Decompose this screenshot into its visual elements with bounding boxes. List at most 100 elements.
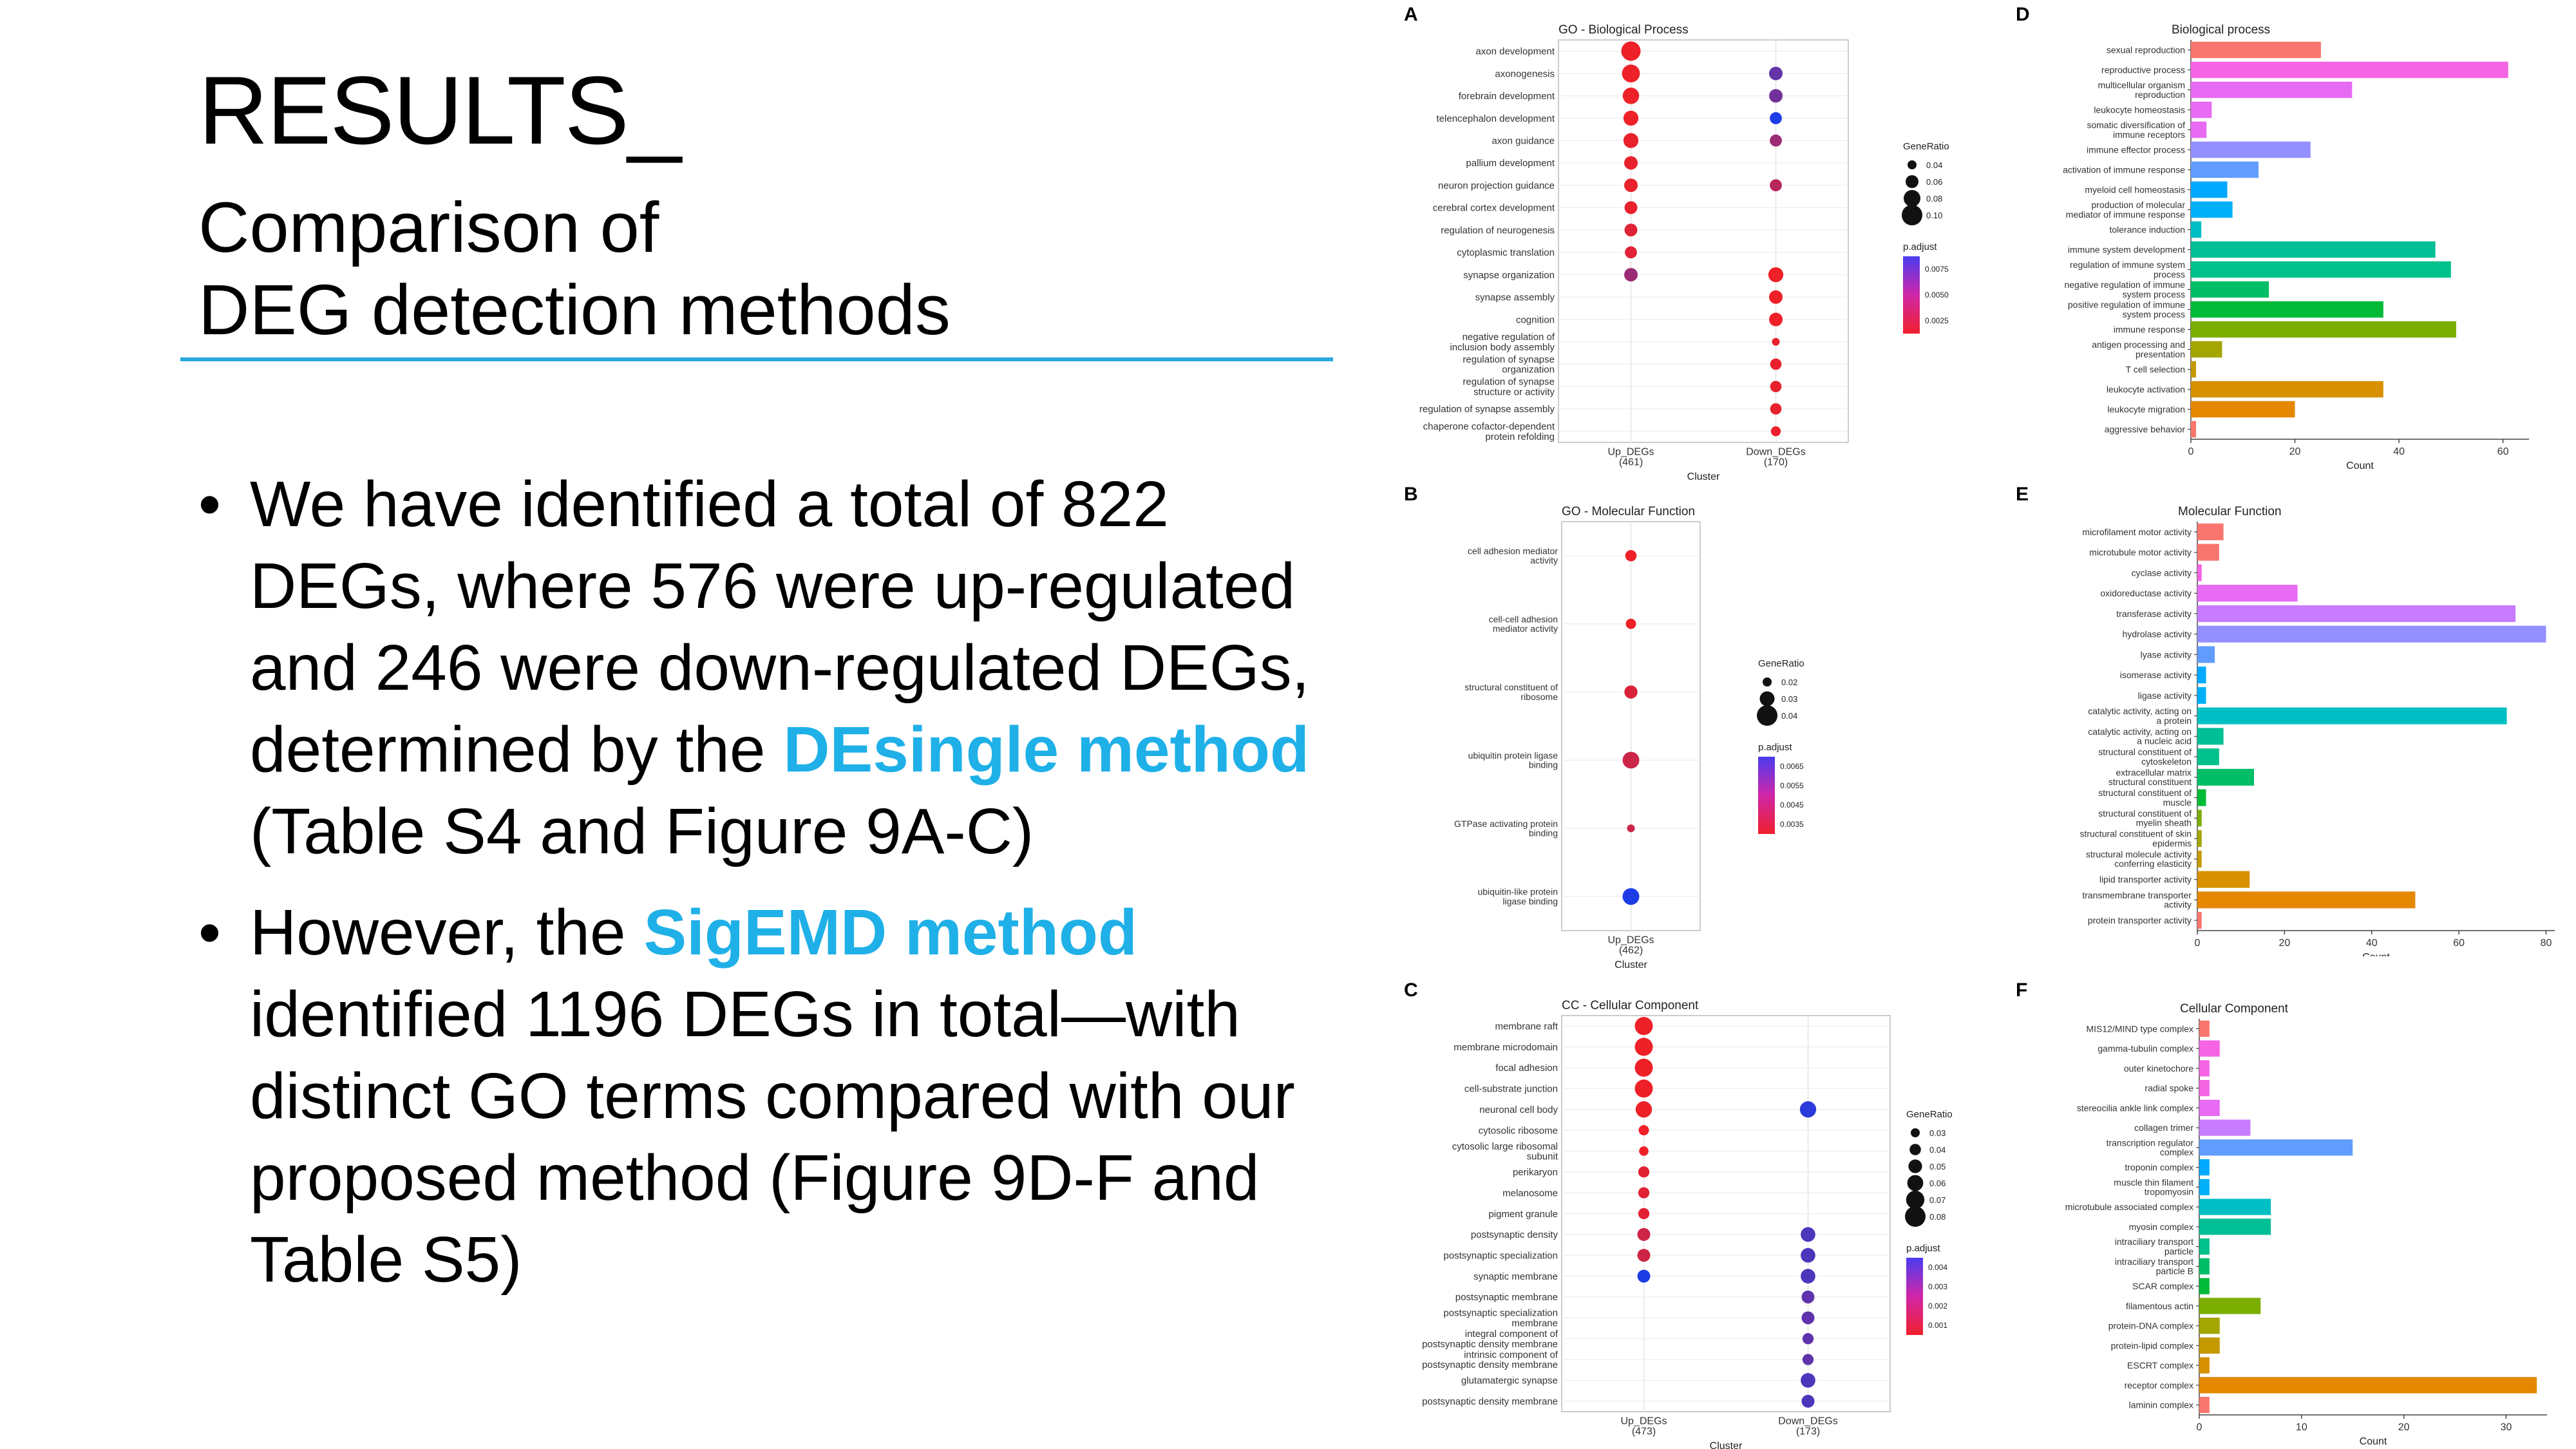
bar [2191,121,2207,138]
dot-point [1624,201,1638,214]
x-tick-label: 10 [2296,1422,2307,1433]
dot-point [1622,888,1640,905]
desingle-highlight: DEsingle method [783,714,1310,786]
y-tick-label: postsynaptic specialization [1443,1250,1558,1261]
bar [2197,850,2202,867]
legend-color-label: 0.0065 [1780,762,1804,771]
bar [2199,1020,2210,1037]
y-tick-label: glutamatergic synapse [1461,1376,1558,1387]
dot-point [1769,66,1783,80]
y-tick-label: synapse organization [1463,270,1555,281]
legend-size-dot [1904,190,1920,207]
y-tick-label: integral component of postsynaptic densit… [1422,1329,1558,1350]
legend-size-dot [1906,1190,1925,1209]
bar [2199,1258,2210,1274]
dot-point [1627,824,1635,833]
bar [2197,605,2516,622]
legend-size-label: 0.08 [1929,1212,1946,1222]
dot-point [1801,1269,1815,1283]
bar [2197,912,2202,929]
bar [2197,523,2224,540]
legend-size-dot [1911,1128,1920,1137]
y-tick-label: microtubule associated complex [2065,1202,2193,1212]
x-axis-label: Count [2362,952,2390,956]
y-tick-label: protein-DNA complex [2108,1321,2193,1331]
dot-point [1801,1247,1815,1263]
y-tick-label: negative regulation of inclusion body ass… [1450,332,1555,353]
legend-size-label: 0.03 [1929,1128,1946,1138]
y-tick-label: regulation of synapse assembly [1419,404,1555,415]
y-tick-label: protein-lipid complex [2111,1340,2193,1350]
y-tick-label: ubiquitin protein ligase binding [1468,750,1558,770]
dot-point [1634,1079,1653,1098]
legend-size-label: 0.08 [1926,194,1942,204]
legend-size-dot [1763,677,1772,687]
legend-size-label: 0.10 [1926,211,1942,220]
bar [2197,748,2219,766]
y-tick-label: cytoplasmic translation [1457,247,1555,258]
bar [2199,1080,2210,1097]
legend-color-label: 0.0045 [1780,800,1804,810]
y-tick-label: negative regulation of immune system proc… [2064,279,2185,299]
bar [2191,241,2436,258]
subtitle-line-1: Comparison of [198,188,659,267]
x-tick-label: Up_DEGs (462) [1607,935,1654,956]
bar [2197,789,2206,806]
legend-size-label: 0.05 [1929,1162,1946,1171]
chart-panel-f: F Cellular Component 0 10 20 30 Count MIS12/MIN… [2016,980,2547,1447]
dot-point [1622,88,1640,104]
legend-size-label: 0.07 [1929,1195,1946,1205]
chart-title: CC - Cellular Component [1562,999,1699,1012]
bar [2197,871,2250,888]
dot-point [1624,223,1638,237]
dot-point [1623,133,1639,148]
bar [2191,381,2383,398]
y-tick-label: transferase activity [2116,609,2192,619]
y-tick-label: myosin complex [2129,1222,2193,1232]
x-axis-label: Cluster [1615,960,1647,971]
panel-letter: B [1404,484,1418,505]
bar [2199,1337,2220,1354]
x-axis-label: Count [2346,460,2374,470]
y-tick-label: structural molecule activity conferring e… [2086,849,2192,869]
y-tick-label: activation of immune response [2063,164,2185,175]
y-tick-label: postsynaptic density membrane [1422,1396,1558,1407]
bar [2191,161,2259,178]
dot-point [1622,64,1640,82]
dot-point [1624,178,1638,193]
y-tick-label: regulation of synapse organization [1463,354,1555,375]
y-tick-label: filamentous actin [2126,1301,2193,1311]
y-tick-label: immune response [2114,324,2185,334]
y-tick-label: structural constituent of cytoskeleton [2098,747,2192,767]
y-tick-label: receptor complex [2125,1380,2193,1390]
legend-size-label: 0.04 [1781,711,1797,721]
y-tick-label: cell-cell adhesion mediator activity [1489,614,1558,634]
x-tick-label: 60 [2453,938,2465,949]
dot-point [1638,1125,1649,1136]
y-tick-label: lipid transporter activity [2099,875,2192,885]
y-tick-label: cell adhesion mediator activity [1468,545,1558,565]
x-tick-label: Down_DEGs (170) [1746,447,1805,468]
dot-point [1770,179,1782,192]
subtitle-line-2: DEG detection methods [198,270,951,350]
y-tick-label: cytosolic large ribosomal subunit [1452,1141,1558,1162]
legend-color-label: 0.0050 [1925,290,1949,299]
legend-color-bar [1758,757,1775,834]
bullet-1-tail: (Table S4 and Figure 9A-C) [250,795,1034,867]
y-tick-label: melanosome [1502,1188,1558,1198]
panel-letter: E [2016,484,2029,505]
bar [2199,1179,2210,1195]
legend-size-dot [1902,205,1922,225]
x-axis-label: Cluster [1710,1441,1743,1449]
y-tick-label: collagen trimer [2134,1122,2193,1133]
dot-point [1801,1290,1815,1303]
y-tick-label: tolerance induction [2109,224,2185,234]
bullet-list: • We have identified a total of 822 DEGs… [198,464,1345,1320]
bar [2191,301,2383,318]
y-tick-label: SCAR complex [2132,1281,2193,1291]
chart-title: GO - Molecular Function [1562,505,1695,518]
y-tick-label: intrinsic component of postsynaptic densi… [1422,1349,1558,1370]
dot-point [1799,1101,1817,1118]
x-tick-label: 40 [2393,446,2405,457]
bar [2197,564,2202,582]
